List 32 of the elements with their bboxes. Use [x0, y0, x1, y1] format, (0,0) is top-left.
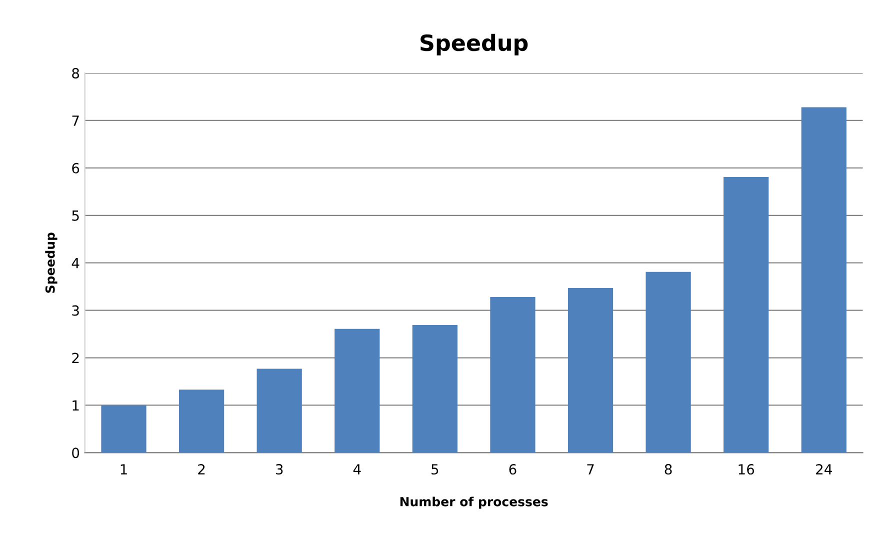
- bar: [490, 297, 536, 453]
- bar: [568, 288, 614, 453]
- y-tick-label: 7: [72, 116, 79, 126]
- x-tick-label: 24: [816, 464, 832, 474]
- y-axis-title: Speedup: [45, 232, 58, 293]
- bar: [724, 176, 769, 453]
- bar: [256, 368, 302, 453]
- x-tick-label: 16: [738, 464, 754, 475]
- y-tick-label: 4: [72, 258, 80, 268]
- y-tick-label: 8: [72, 68, 80, 79]
- x-tick-label: 5: [432, 464, 438, 475]
- y-tick-label: 5: [72, 210, 79, 221]
- x-tick-label: 1: [120, 464, 127, 474]
- bar: [101, 405, 146, 453]
- x-tick-label: 7: [587, 464, 594, 474]
- bar: [646, 272, 691, 453]
- bar: [412, 325, 458, 453]
- y-tick-label: 2: [72, 352, 79, 364]
- x-tick-label: 8: [664, 464, 672, 475]
- x-axis-title: Number of processes: [400, 496, 548, 509]
- y-tick-label: 0: [72, 448, 80, 458]
- bar: [178, 390, 224, 453]
- x-tick-label: 6: [509, 464, 516, 475]
- bar: [334, 328, 380, 453]
- y-tick-label: 6: [72, 162, 80, 174]
- x-tick-label: 4: [353, 464, 361, 474]
- y-tick-label: 1: [72, 400, 79, 411]
- x-tick-label: 3: [276, 464, 283, 475]
- bar: [801, 107, 846, 453]
- chart-title: Speedup: [420, 34, 528, 56]
- x-tick-label: 2: [198, 464, 205, 474]
- y-tick-label: 3: [72, 305, 79, 316]
